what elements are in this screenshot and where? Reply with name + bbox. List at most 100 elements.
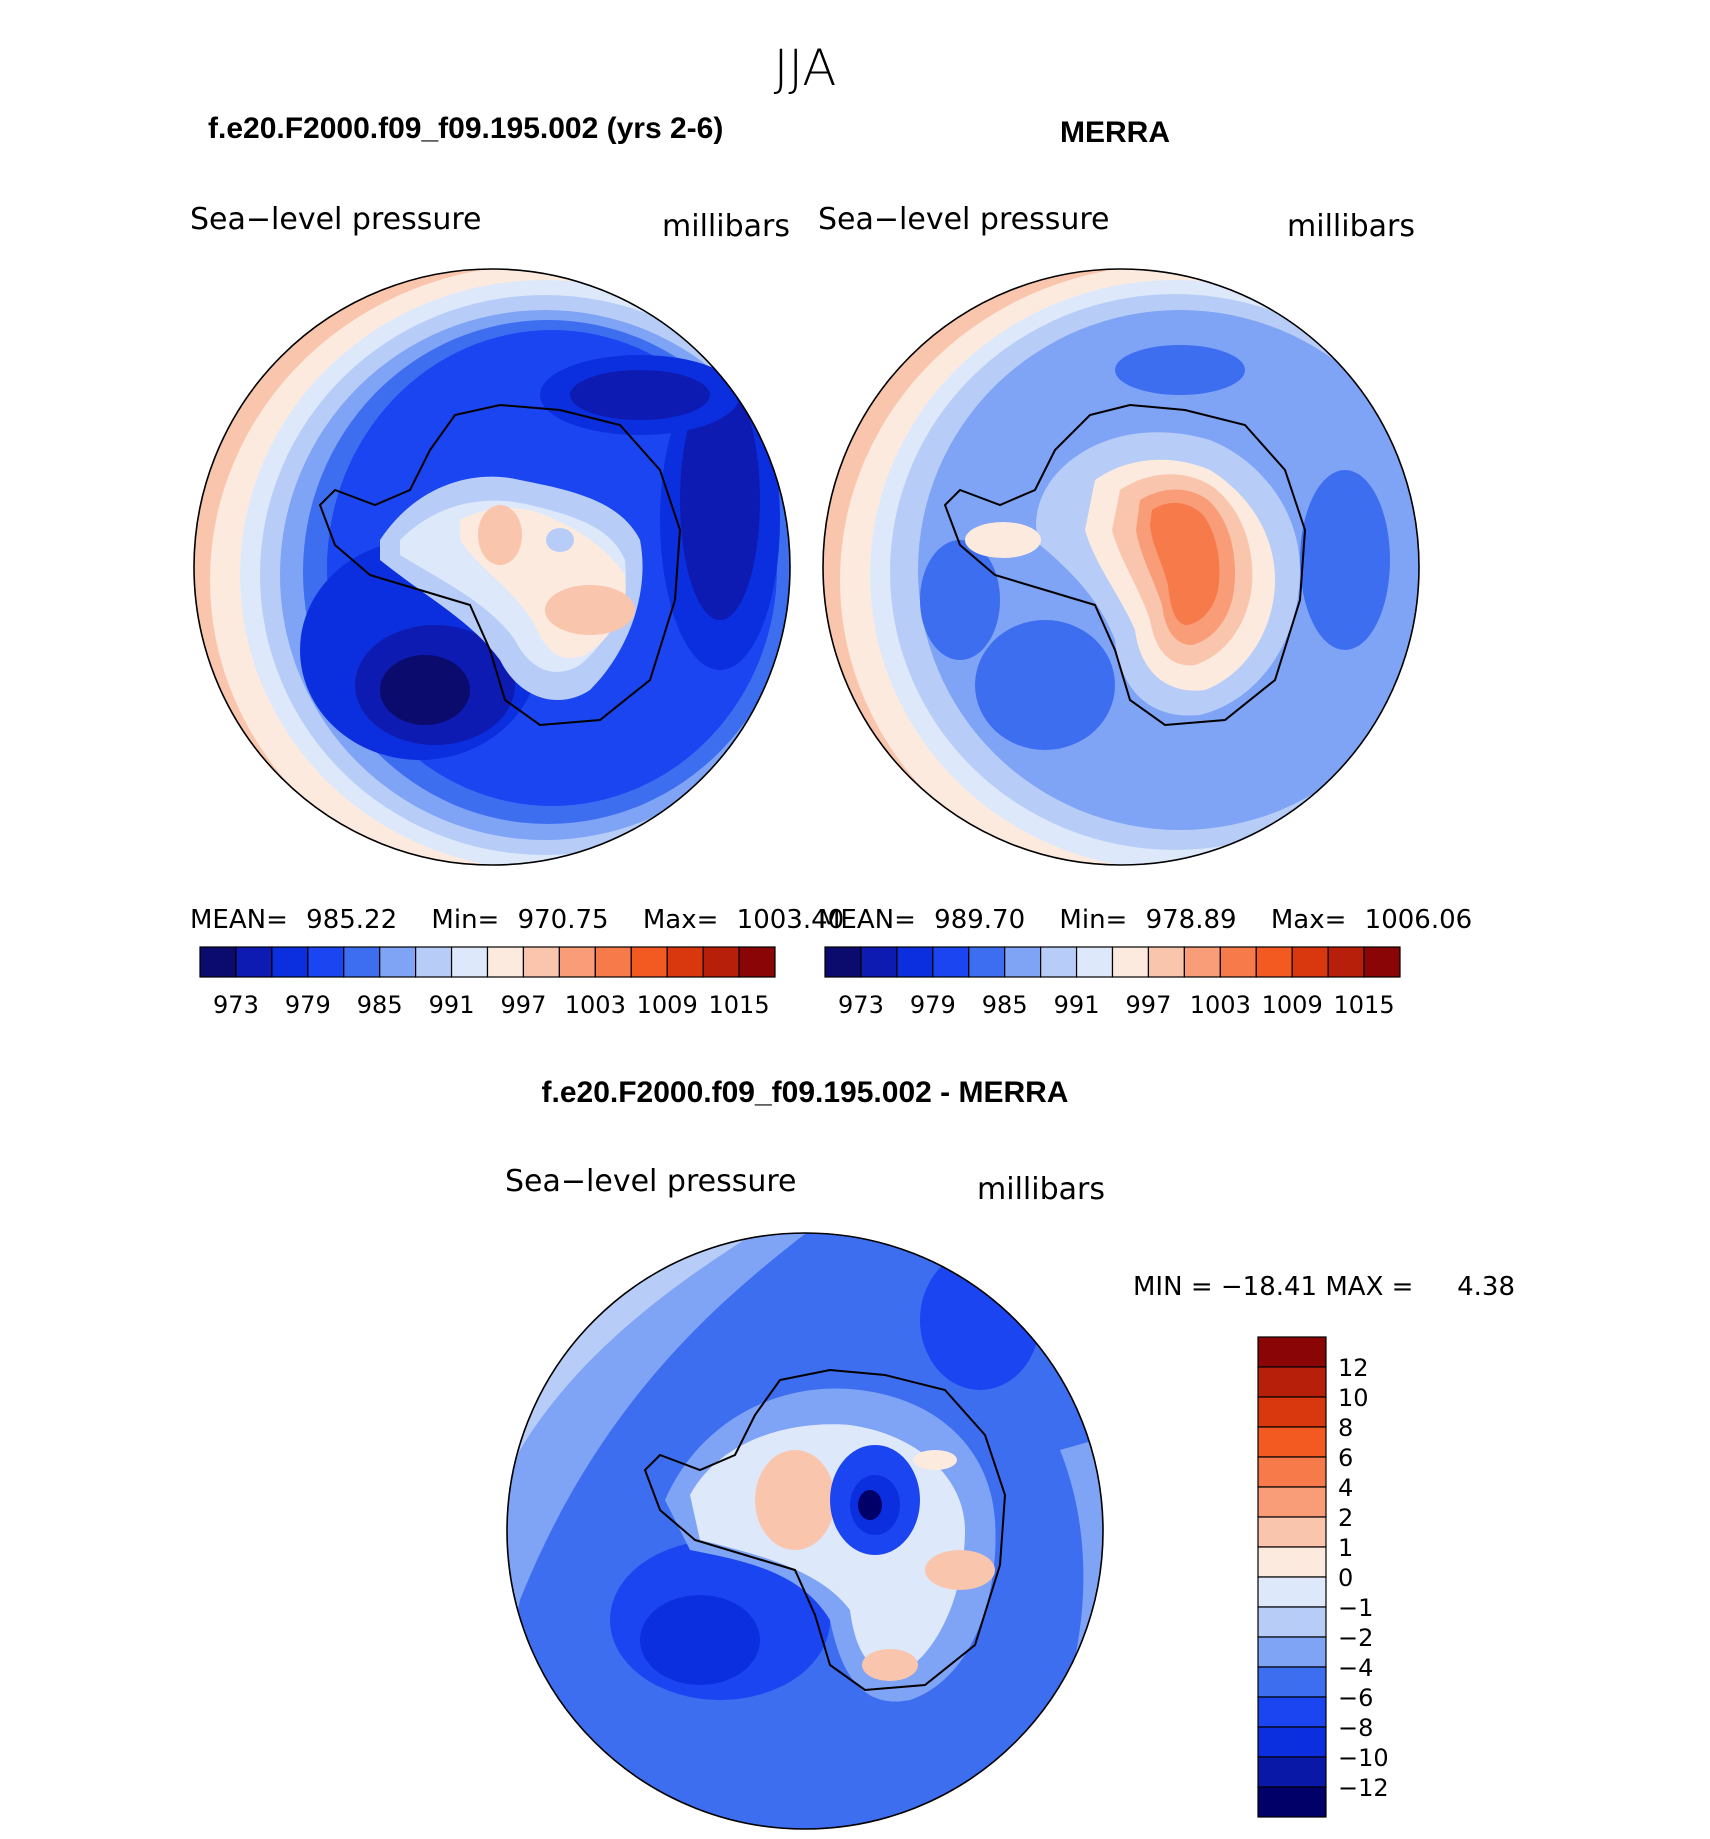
colorbar-tick-label: 997 <box>1126 991 1172 1019</box>
contour-diff-pos-d <box>913 1450 957 1470</box>
colorbar-swatch <box>860 946 898 978</box>
contour-obs-985-west <box>920 540 1000 660</box>
colorbar-obs: 973 979 985 991 997 1003 1009 1015 <box>824 946 1401 1019</box>
map-obs-border <box>822 268 1420 866</box>
colorbar-tick-label: 8 <box>1338 1414 1353 1442</box>
colorbar-swatch <box>199 946 237 978</box>
colorbar-tick-label: 979 <box>285 991 331 1019</box>
colorbar-tick-label: 1009 <box>1262 991 1323 1019</box>
panel-model-title: f.e20.F2000.f09_f09.195.002 (yrs 2-6) <box>208 112 723 145</box>
colorbar-swatch <box>1183 946 1221 978</box>
colorbar-swatch <box>1363 946 1401 978</box>
contour-diff-minus10 <box>640 1595 760 1685</box>
colorbar-swatch <box>968 946 1006 978</box>
stats-obs-max: 1006.06 <box>1365 905 1473 935</box>
colorbar-swatch <box>450 946 489 978</box>
coastline-model <box>318 403 682 727</box>
colorbar-tick-label: −4 <box>1338 1654 1373 1682</box>
stats-obs-min: 978.89 <box>1146 905 1237 935</box>
contour-model-continent-1000a <box>478 505 522 565</box>
colorbar-tick-label: 1003 <box>1190 991 1251 1019</box>
colorbar-swatch <box>932 946 970 978</box>
colorbar-swatch <box>1111 946 1150 978</box>
contour-model-973-low <box>380 655 470 725</box>
panel-obs: MERRA Sea−level pressure millibars MEAN= <box>818 116 1472 1019</box>
stats-model-min-label: Min= <box>431 905 499 935</box>
colorbar-swatch <box>1257 1426 1327 1458</box>
stats-model-mean-label: MEAN= <box>190 905 288 935</box>
colorbar-tick-label: 1015 <box>709 991 770 1019</box>
colorbar-swatch <box>1004 946 1042 978</box>
stats-model-min: 970.75 <box>518 905 609 935</box>
stats-model-mean: 985.22 <box>306 905 397 935</box>
panel-model-variable: Sea−level pressure <box>190 202 481 237</box>
colorbar-swatch <box>1257 1366 1327 1398</box>
colorbar-tick-label: 1009 <box>637 991 698 1019</box>
colorbar-swatch <box>1257 1396 1327 1428</box>
colorbar-swatch <box>1257 1786 1327 1818</box>
colorbar-tick-label: 4 <box>1338 1474 1353 1502</box>
colorbar-tick-label: −10 <box>1338 1744 1389 1772</box>
contour-obs-continent-1006 <box>1150 502 1220 625</box>
colorbar-tick-label: −1 <box>1338 1594 1373 1622</box>
colorbar-swatch <box>1257 1336 1327 1368</box>
colorbar-swatch <box>1257 1696 1327 1728</box>
contour-diff-pos-c <box>862 1649 918 1681</box>
colorbar-tick-label: 991 <box>429 991 475 1019</box>
colorbar-swatch <box>522 946 560 978</box>
panel-diff-units: millibars <box>977 1172 1105 1207</box>
colorbar-swatch <box>1255 946 1293 978</box>
coastline-diff <box>643 1368 1007 1692</box>
panel-diff: f.e20.F2000.f09_f09.195.002 - MERRA Sea−… <box>505 1076 1515 1830</box>
colorbar-tick-label: 1 <box>1338 1534 1353 1562</box>
stats-obs-min-label: Min= <box>1059 905 1127 935</box>
colorbar-swatch <box>1147 946 1185 978</box>
colorbar-swatch <box>1257 1756 1327 1788</box>
contour-diff-ne-minus8 <box>920 1250 1040 1390</box>
map-obs <box>823 269 1419 865</box>
colorbar-tick-label: −12 <box>1338 1774 1389 1802</box>
colorbar-model: 973 979 985 991 997 1003 1009 1015 <box>199 946 776 1019</box>
colorbar-tick-label: 973 <box>838 991 884 1019</box>
colorbar-tick-label: 6 <box>1338 1444 1353 1472</box>
map-diff-border <box>506 1232 1104 1830</box>
colorbar-tick-label: 12 <box>1338 1354 1369 1382</box>
colorbar-tick-label: 0 <box>1338 1564 1353 1592</box>
contour-obs-985-east <box>1300 470 1390 650</box>
map-model <box>194 269 790 865</box>
panel-model: f.e20.F2000.f09_f09.195.002 (yrs 2-6) Se… <box>190 112 844 1019</box>
colorbar-tick-label: 10 <box>1338 1384 1369 1412</box>
colorbar-swatch <box>630 946 668 978</box>
stats-obs: MEAN= 989.70 Min= 978.89 Max= 1006.06 <box>818 905 1472 935</box>
colorbar-swatch <box>1040 946 1078 978</box>
colorbar-swatch <box>1257 1456 1327 1488</box>
colorbar-swatch <box>235 946 273 978</box>
panel-diff-variable: Sea−level pressure <box>505 1164 796 1199</box>
colorbar-tick-label: 985 <box>982 991 1028 1019</box>
colorbar-swatch <box>738 946 776 978</box>
colorbar-tick-label: 985 <box>357 991 403 1019</box>
coastline-obs <box>943 403 1307 727</box>
panel-obs-units: millibars <box>1287 209 1415 244</box>
map-model-border <box>193 268 791 866</box>
panel-obs-variable: Sea−level pressure <box>818 202 1109 237</box>
colorbar-swatch <box>1257 1606 1327 1638</box>
colorbar-swatch <box>415 946 453 978</box>
colorbar-swatch <box>558 946 596 978</box>
colorbar-swatch <box>666 946 704 978</box>
contour-diff-continent-minus12 <box>858 1490 882 1520</box>
colorbar-swatch <box>1257 1636 1327 1668</box>
colorbar-swatch <box>1291 946 1329 978</box>
stats-diff-max: 4.38 <box>1457 1272 1515 1302</box>
contour-diff-pos-b <box>925 1550 995 1590</box>
colorbar-swatch <box>379 946 417 978</box>
colorbar-swatch <box>307 946 345 978</box>
panel-diff-title: f.e20.F2000.f09_f09.195.002 - MERRA <box>542 1076 1069 1109</box>
colorbar-tick-label: 973 <box>213 991 259 1019</box>
stats-obs-max-label: Max= <box>1271 905 1347 935</box>
colorbar-swatch <box>1257 1666 1327 1698</box>
colorbar-swatch <box>1075 946 1114 978</box>
colorbar-tick-label: −6 <box>1338 1684 1373 1712</box>
